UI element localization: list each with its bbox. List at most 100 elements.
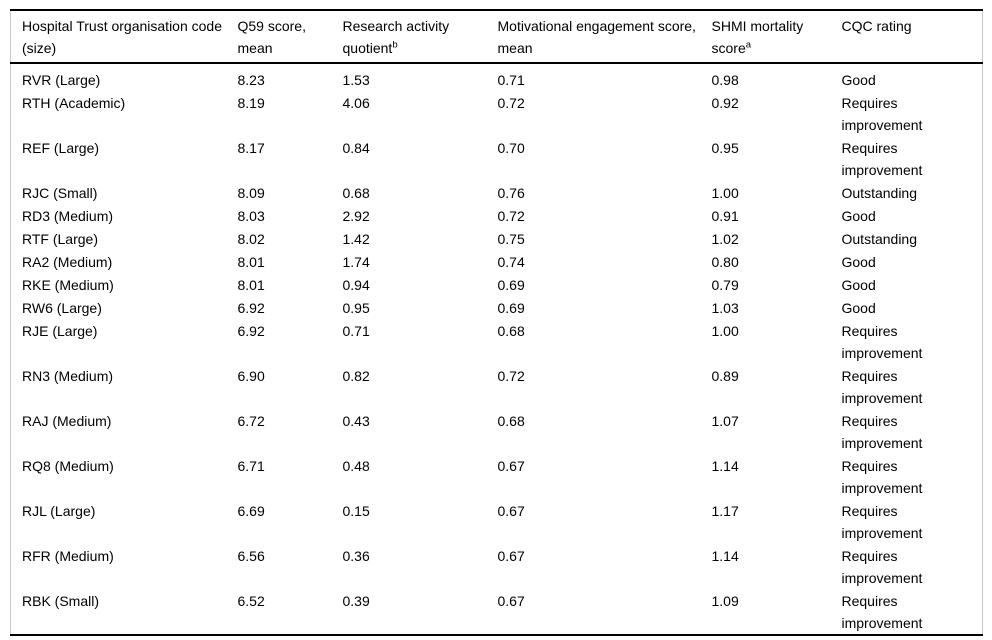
- cell-motivational-engagement-score: 0.70: [497, 140, 525, 156]
- cell-motivational-engagement-score: 0.69: [497, 300, 525, 316]
- table-row: RTH (Academic) 8.19 4.06 0.72 0.92 Requires i…: [11, 91, 983, 136]
- cell-shmi-mortality-score: 1.09: [711, 593, 739, 609]
- cell-motivational-engagement-score: 0.74: [497, 254, 525, 270]
- cell-trust-code: REF (Large): [22, 140, 100, 156]
- cell-cqc-rating: Requires improvement: [841, 95, 923, 133]
- cell-q59-score: 8.03: [237, 208, 265, 224]
- cell-research-activity-quotient: 0.95: [342, 300, 370, 316]
- footnote-marker-b: b: [392, 39, 398, 51]
- cell-cqc-rating: Good: [841, 72, 876, 88]
- col-header-research-activity: Research activity quotientb: [331, 10, 487, 64]
- table-row: RN3 (Medium) 6.90 0.82 0.72 0.89 Requires imp…: [11, 364, 983, 409]
- cell-motivational-engagement-score: 0.68: [497, 413, 525, 429]
- cell-q59-score: 6.71: [237, 458, 265, 474]
- cell-trust-code: RJL (Large): [22, 503, 96, 519]
- cell-shmi-mortality-score: 1.03: [711, 300, 739, 316]
- cell-motivational-engagement-score: 0.67: [497, 503, 525, 519]
- cell-shmi-mortality-score: 1.02: [711, 231, 739, 247]
- cell-q59-score: 6.72: [237, 413, 265, 429]
- table-row: RD3 (Medium) 8.03 2.92 0.72 0.91 Good: [11, 204, 983, 227]
- cell-trust-code: RW6 (Large): [22, 300, 102, 316]
- cell-cqc-rating: Outstanding: [841, 231, 918, 247]
- cell-motivational-engagement-score: 0.67: [497, 458, 525, 474]
- table-row: RJC (Small) 8.09 0.68 0.76 1.00 Outstanding: [11, 181, 983, 204]
- col-header-label: Motivational engagement score, mean: [497, 18, 696, 56]
- cell-q59-score: 6.92: [237, 300, 265, 316]
- cell-motivational-engagement-score: 0.67: [497, 548, 525, 564]
- cell-cqc-rating: Good: [841, 254, 876, 270]
- cell-shmi-mortality-score: 1.17: [711, 503, 739, 519]
- cell-motivational-engagement-score: 0.69: [497, 277, 525, 293]
- cell-q59-score: 6.90: [237, 368, 265, 384]
- cell-shmi-mortality-score: 1.00: [711, 185, 739, 201]
- table-row: REF (Large) 8.17 0.84 0.70 0.95 Requires impr…: [11, 136, 983, 181]
- table-row: RBK (Small) 6.52 0.39 0.67 1.09 Requires impr…: [11, 589, 983, 635]
- col-header-cqc-rating: CQC rating: [830, 10, 983, 64]
- table-row: RA2 (Medium) 8.01 1.74 0.74 0.80 Good: [11, 250, 983, 273]
- table-row: RJE (Large) 6.92 0.71 0.68 1.00 Requires impr…: [11, 319, 983, 364]
- cell-shmi-mortality-score: 1.14: [711, 458, 739, 474]
- cell-trust-code: RTF (Large): [22, 231, 98, 247]
- cell-shmi-mortality-score: 1.14: [711, 548, 739, 564]
- cell-motivational-engagement-score: 0.67: [497, 593, 525, 609]
- cell-research-activity-quotient: 1.74: [342, 254, 370, 270]
- cell-trust-code: RJC (Small): [22, 185, 98, 201]
- cell-q59-score: 8.01: [237, 277, 265, 293]
- cell-q59-score: 8.17: [237, 140, 265, 156]
- cell-q59-score: 6.92: [237, 323, 265, 339]
- cell-cqc-rating: Requires improvement: [841, 368, 923, 406]
- cell-research-activity-quotient: 0.68: [342, 185, 370, 201]
- cell-trust-code: RFR (Medium): [22, 548, 114, 564]
- table-row: RFR (Medium) 6.56 0.36 0.67 1.14 Requires imp…: [11, 544, 983, 589]
- cell-trust-code: RJE (Large): [22, 323, 98, 339]
- cell-research-activity-quotient: 0.43: [342, 413, 370, 429]
- col-header-label: Research activity quotient: [342, 18, 450, 56]
- table-row: RKE (Medium) 8.01 0.94 0.69 0.79 Good: [11, 273, 983, 296]
- cell-cqc-rating: Outstanding: [841, 185, 918, 201]
- cell-trust-code: RBK (Small): [22, 593, 100, 609]
- cell-research-activity-quotient: 0.48: [342, 458, 370, 474]
- col-header-label: CQC rating: [841, 18, 912, 34]
- cell-shmi-mortality-score: 0.92: [711, 95, 739, 111]
- cell-motivational-engagement-score: 0.75: [497, 231, 525, 247]
- cell-motivational-engagement-score: 0.71: [497, 72, 525, 88]
- cell-cqc-rating: Requires improvement: [841, 413, 923, 451]
- table-row: RAJ (Medium) 6.72 0.43 0.68 1.07 Requires imp…: [11, 409, 983, 454]
- cell-cqc-rating: Good: [841, 300, 876, 316]
- cell-trust-code: RAJ (Medium): [22, 413, 112, 429]
- cell-shmi-mortality-score: 1.00: [711, 323, 739, 339]
- col-header-shmi-score: SHMI mortality scorea: [700, 10, 831, 64]
- cell-trust-code: RQ8 (Medium): [22, 458, 114, 474]
- cell-motivational-engagement-score: 0.76: [497, 185, 525, 201]
- cell-q59-score: 6.56: [237, 548, 265, 564]
- cell-shmi-mortality-score: 0.98: [711, 72, 739, 88]
- cell-trust-code: RVR (Large): [22, 72, 101, 88]
- cell-shmi-mortality-score: 0.79: [711, 277, 739, 293]
- cell-trust-code: RA2 (Medium): [22, 254, 113, 270]
- cell-trust-code: RKE (Medium): [22, 277, 114, 293]
- cell-cqc-rating: Good: [841, 208, 876, 224]
- cell-q59-score: 8.01: [237, 254, 265, 270]
- table-row: RQ8 (Medium) 6.71 0.48 0.67 1.14 Requires imp…: [11, 454, 983, 499]
- table-row: RTF (Large) 8.02 1.42 0.75 1.02 Outstanding: [11, 227, 983, 250]
- cell-cqc-rating: Requires improvement: [841, 140, 923, 178]
- cell-research-activity-quotient: 2.92: [342, 208, 370, 224]
- cell-cqc-rating: Good: [841, 277, 876, 293]
- cell-q59-score: 8.23: [237, 72, 265, 88]
- cell-research-activity-quotient: 0.15: [342, 503, 370, 519]
- cell-research-activity-quotient: 0.39: [342, 593, 370, 609]
- cell-q59-score: 8.09: [237, 185, 265, 201]
- cell-trust-code: RTH (Academic): [22, 95, 126, 111]
- table-body: RVR (Large) 8.23 1.53 0.71 0.98 Good RTH (Acad…: [11, 63, 983, 635]
- cell-cqc-rating: Requires improvement: [841, 323, 923, 361]
- cell-q59-score: 8.19: [237, 95, 265, 111]
- cell-research-activity-quotient: 0.36: [342, 548, 370, 564]
- cell-q59-score: 6.69: [237, 503, 265, 519]
- cell-shmi-mortality-score: 0.95: [711, 140, 739, 156]
- footnote-marker-a: a: [745, 39, 752, 51]
- cell-research-activity-quotient: 1.53: [342, 72, 370, 88]
- cell-cqc-rating: Requires improvement: [841, 593, 923, 631]
- col-header-trust-code: Hospital Trust organisation code (size): [10, 10, 227, 64]
- cell-q59-score: 8.02: [237, 231, 265, 247]
- table-header: Hospital Trust organisation code (size) …: [10, 10, 983, 64]
